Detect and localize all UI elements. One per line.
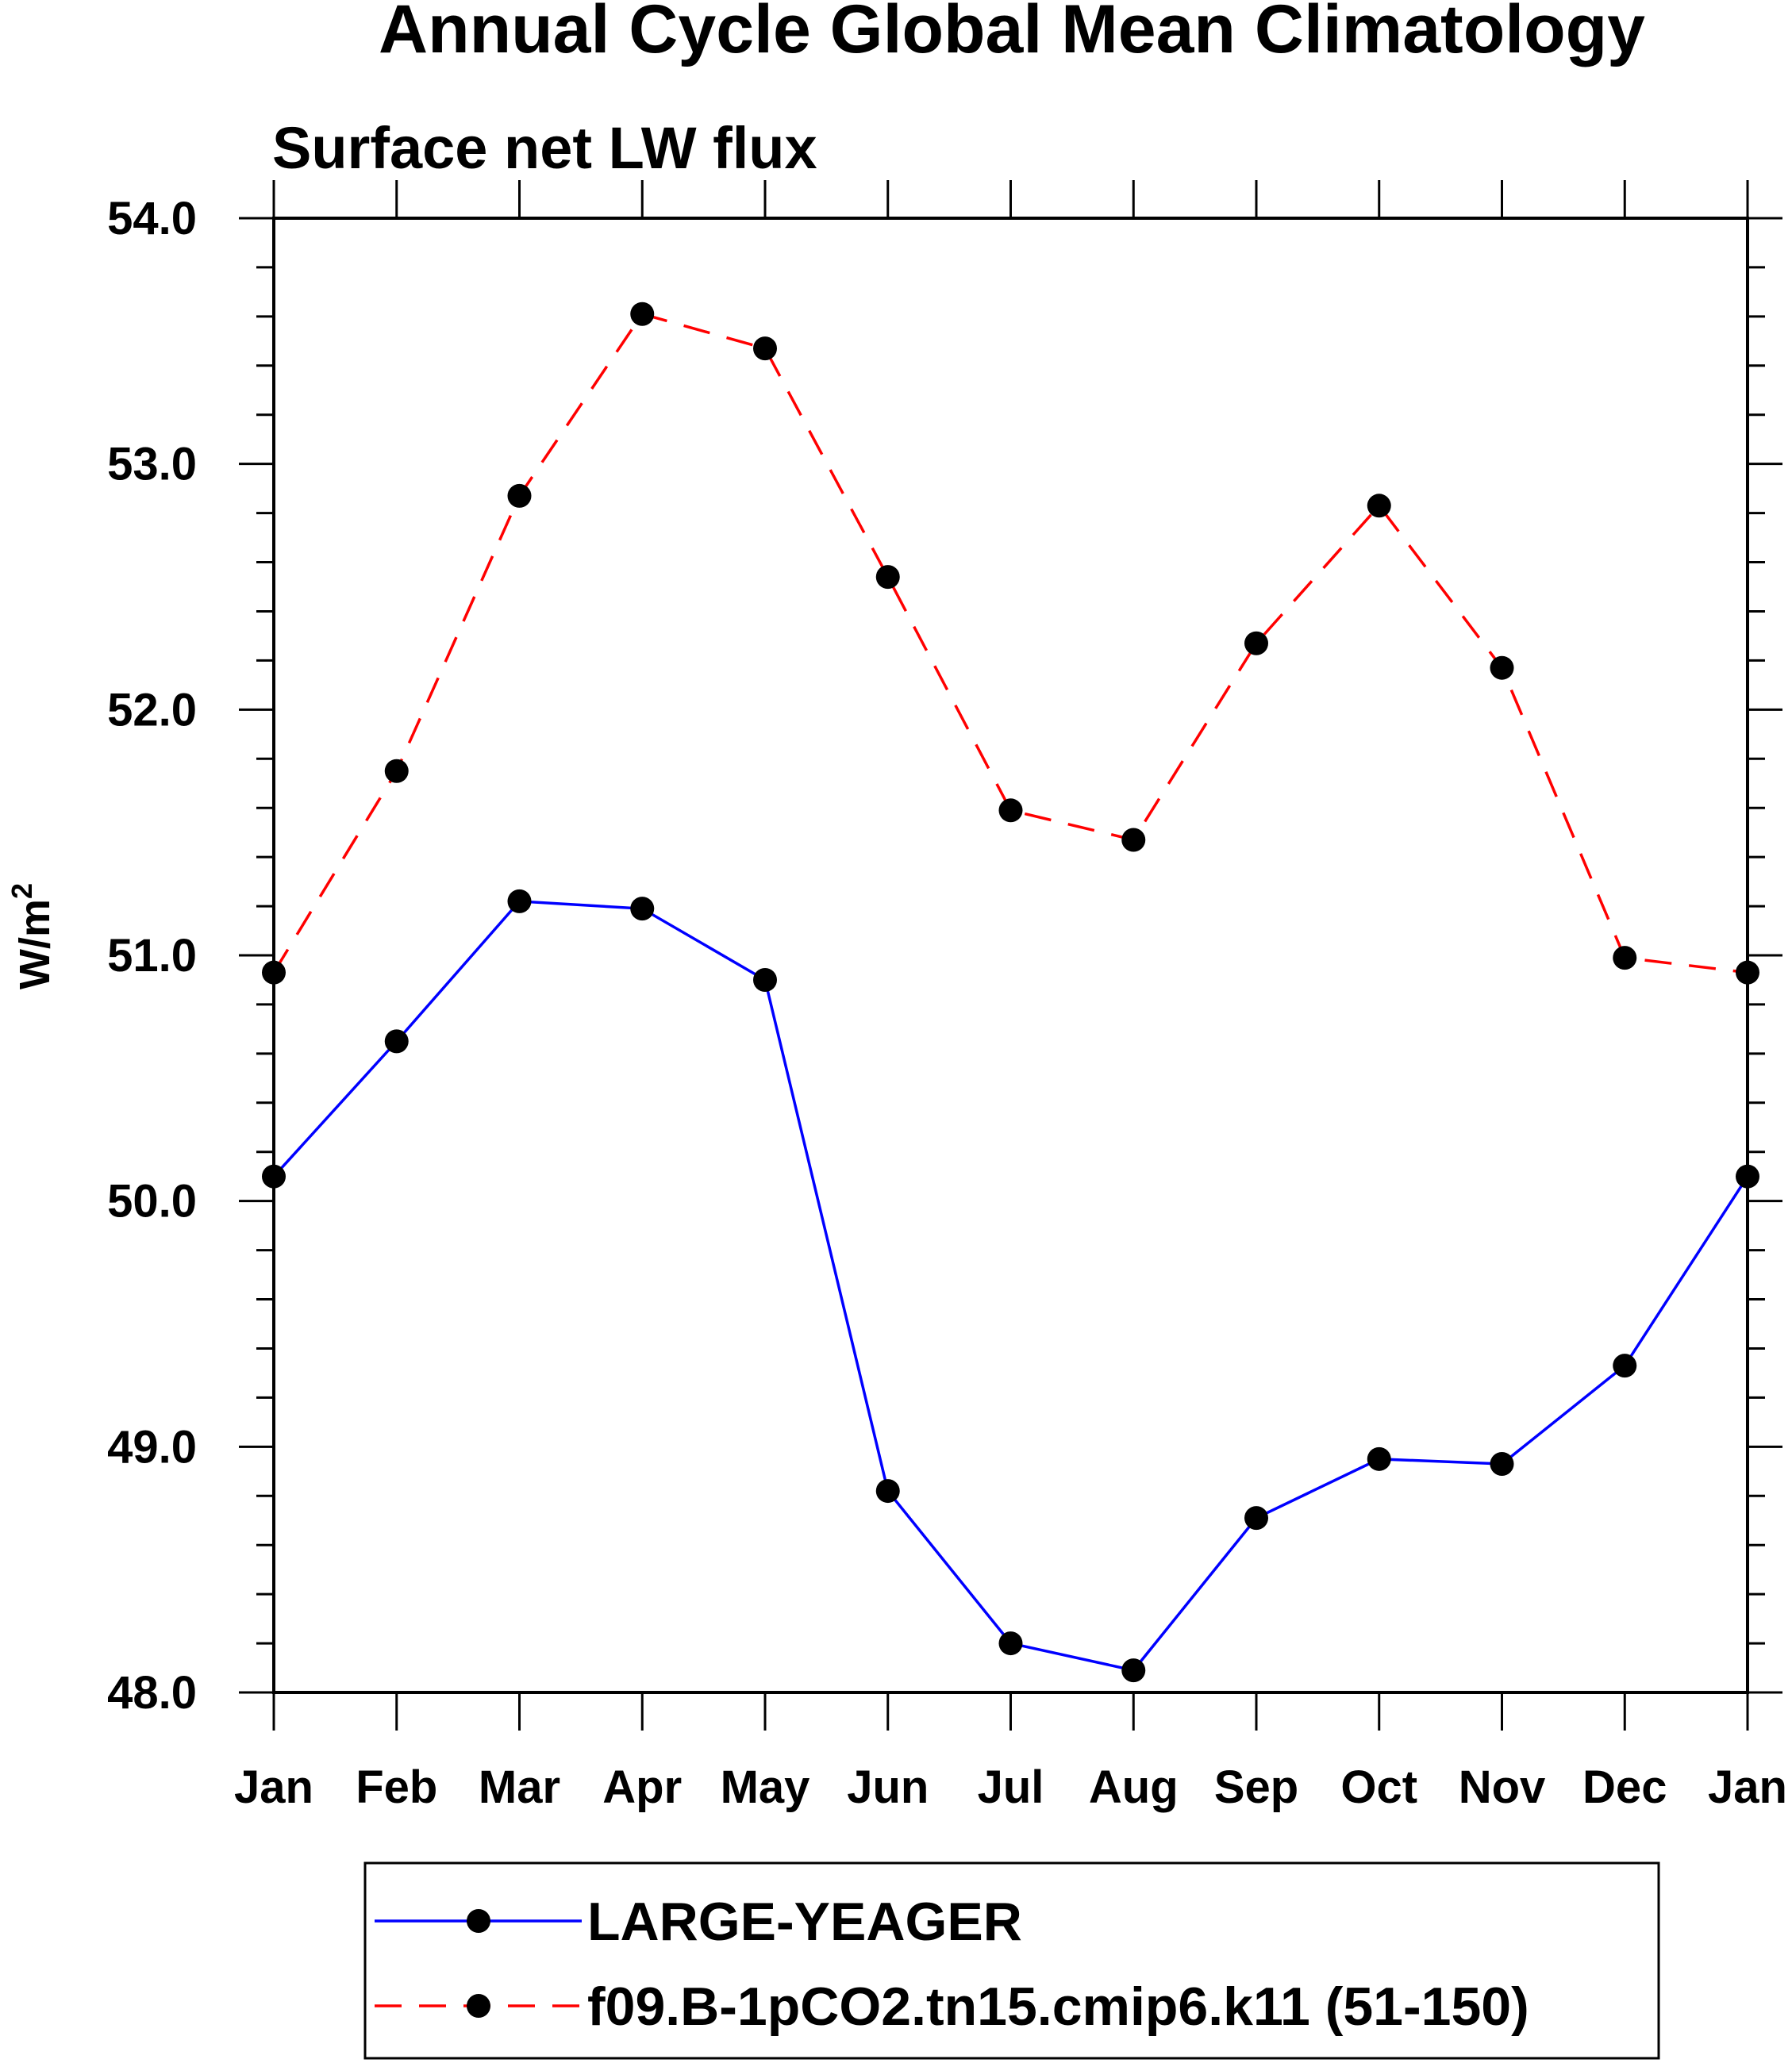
data-point bbox=[1121, 1658, 1146, 1683]
data-point bbox=[1490, 1452, 1514, 1477]
legend: LARGE-YEAGER f09.B-1pCO2.tn15.cmip6.k11 (… bbox=[363, 1861, 1660, 2060]
series-line-0 bbox=[272, 900, 1749, 1673]
data-point bbox=[1613, 1354, 1637, 1378]
x-tick-label: Jan bbox=[1708, 1761, 1787, 1813]
data-point bbox=[1244, 631, 1268, 655]
data-point bbox=[1490, 655, 1514, 680]
series-lines bbox=[272, 312, 1749, 1673]
x-tick-label: Apr bbox=[602, 1761, 682, 1813]
y-tick-label: 54.0 bbox=[107, 193, 197, 244]
data-point bbox=[753, 336, 777, 361]
x-tick-label: Jan bbox=[234, 1761, 313, 1813]
x-axis-ticks bbox=[272, 180, 1749, 1731]
y-tick-label: 49.0 bbox=[107, 1421, 197, 1473]
x-tick-label: Dec bbox=[1582, 1761, 1667, 1813]
chart-title: Annual Cycle Global Mean Climatology bbox=[379, 0, 1645, 67]
y-tick-label: 51.0 bbox=[107, 930, 197, 982]
data-point bbox=[753, 967, 777, 992]
x-tick-label: Nov bbox=[1459, 1761, 1546, 1813]
chart-subtitle: Surface net LW flux bbox=[272, 115, 817, 181]
legend-entries: LARGE-YEAGER f09.B-1pCO2.tn15.cmip6.k11 (… bbox=[375, 1892, 1529, 2037]
x-tick-label: Jul bbox=[978, 1761, 1044, 1813]
y-axis-tick-labels: 48.0 49.0 50.0 51.0 52.0 53.0 54.0 bbox=[107, 193, 197, 1719]
x-tick-label: Jun bbox=[847, 1761, 929, 1813]
data-point bbox=[384, 759, 409, 783]
legend-label-0: LARGE-YEAGER bbox=[587, 1892, 1022, 1952]
y-axis-label-text: W/m bbox=[11, 899, 59, 989]
data-point bbox=[875, 565, 900, 590]
data-point bbox=[1367, 1446, 1391, 1471]
x-axis-tick-labels: Jan Feb Mar Apr May Jun Jul Aug Sep Oct Nov Dec Jan bbox=[234, 1761, 1787, 1813]
x-tick-label: Aug bbox=[1089, 1761, 1179, 1813]
data-point bbox=[1613, 946, 1637, 970]
data-point bbox=[507, 889, 532, 913]
data-point bbox=[875, 1479, 900, 1504]
series-points bbox=[262, 302, 1759, 1683]
y-tick-label: 53.0 bbox=[107, 439, 197, 490]
data-point bbox=[998, 1631, 1023, 1656]
y-axis-ticks bbox=[239, 217, 1782, 1694]
x-tick-label: Oct bbox=[1340, 1761, 1417, 1813]
data-point bbox=[630, 302, 655, 326]
data-point bbox=[1121, 828, 1146, 852]
legend-label-1: f09.B-1pCO2.tn15.cmip6.k11 (51-150) bbox=[587, 1977, 1529, 2037]
x-tick-label: Mar bbox=[479, 1761, 560, 1813]
legend-marker-1 bbox=[467, 1994, 490, 2018]
y-tick-label: 50.0 bbox=[107, 1176, 197, 1227]
legend-marker-0 bbox=[467, 1909, 490, 1933]
x-tick-label: Feb bbox=[356, 1761, 437, 1813]
y-tick-label: 48.0 bbox=[107, 1667, 197, 1719]
x-tick-label: May bbox=[721, 1761, 810, 1813]
x-tick-label: Sep bbox=[1214, 1761, 1298, 1813]
y-axis-label: W/m2 bbox=[6, 883, 59, 989]
data-point bbox=[1244, 1506, 1268, 1531]
plot-frame bbox=[272, 217, 1749, 1694]
y-axis-label-superscript: 2 bbox=[6, 883, 38, 899]
series-line-1 bbox=[272, 312, 1748, 974]
data-point bbox=[1367, 494, 1391, 518]
data-point bbox=[998, 798, 1023, 823]
data-point bbox=[507, 483, 532, 508]
legend-box bbox=[363, 1861, 1660, 2060]
data-point bbox=[384, 1029, 409, 1054]
data-point bbox=[630, 897, 655, 921]
y-tick-label: 52.0 bbox=[107, 684, 197, 736]
